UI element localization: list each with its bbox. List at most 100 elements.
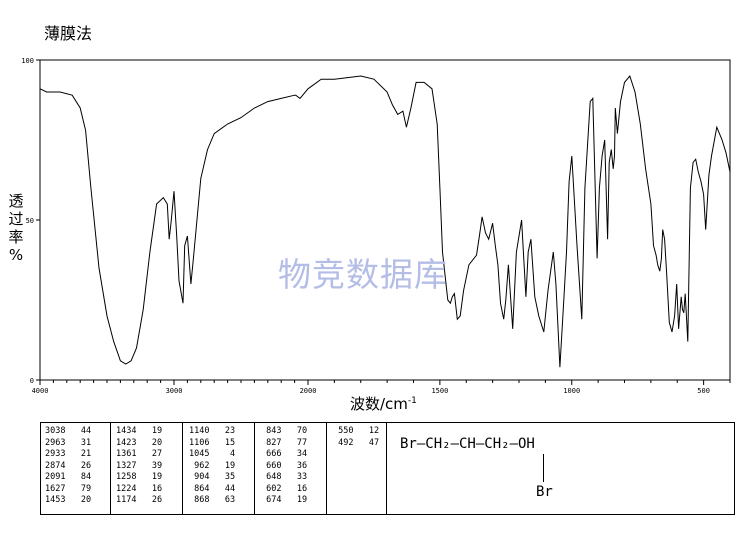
- peak-wavenumber: 1453: [45, 495, 66, 505]
- peak-wavenumber: 2933: [45, 449, 66, 459]
- plot-frame: [39, 59, 731, 381]
- x-tick-label: 2000: [300, 387, 317, 395]
- peak-wavenumber: 1627: [45, 483, 66, 494]
- peak-wavenumber: 648: [261, 472, 282, 482]
- peak-row: 550 12: [333, 426, 379, 438]
- peak-row: 1434 19: [116, 426, 162, 438]
- peak-transmittance: 31: [65, 437, 92, 448]
- peak-row: 660 36: [261, 461, 307, 473]
- peak-wavenumber: 1140: [189, 426, 210, 436]
- peak-wavenumber: 1361: [116, 449, 137, 459]
- y-axis-label-char: %: [8, 246, 24, 264]
- x-axis-label: 波数/cm-1: [350, 393, 417, 414]
- peak-transmittance: 23: [209, 426, 236, 436]
- y-tick-label: 50: [26, 217, 34, 225]
- peak-row: 1361 27: [116, 449, 162, 461]
- peak-transmittance: 77: [281, 437, 308, 448]
- peak-row: 827 77: [261, 438, 307, 450]
- peak-transmittance: 16: [136, 483, 163, 494]
- peak-wavenumber: 843: [261, 426, 282, 436]
- peak-wavenumber: 864: [189, 483, 210, 494]
- peak-transmittance: 19: [136, 472, 163, 482]
- peak-transmittance: 26: [65, 460, 92, 471]
- peak-transmittance: 15: [209, 437, 236, 448]
- y-tick-label: 0: [30, 377, 34, 385]
- peak-row: 1258 19: [116, 472, 162, 484]
- x-tick-label: 1000: [563, 387, 580, 395]
- peak-table-divider: [110, 423, 111, 514]
- peak-table-column: 550 12 492 47: [333, 426, 379, 449]
- peak-transmittance: 19: [209, 460, 236, 471]
- peak-transmittance: 44: [65, 426, 92, 436]
- peak-row: 2874 26: [45, 461, 91, 473]
- peak-transmittance: 19: [281, 495, 308, 505]
- peak-wavenumber: 1423: [116, 437, 137, 448]
- y-axis-label-char: 过: [8, 210, 24, 228]
- peak-row: 674 19: [261, 495, 307, 507]
- x-tick-label: 3000: [166, 387, 183, 395]
- peak-wavenumber: 1327: [116, 460, 137, 471]
- peak-transmittance: 26: [136, 495, 163, 505]
- peak-row: 843 70: [261, 426, 307, 438]
- peak-row: 1174 26: [116, 495, 162, 507]
- peak-wavenumber: 1434: [116, 426, 137, 436]
- peak-row: 868 63: [189, 495, 235, 507]
- peak-transmittance: 35: [209, 472, 236, 482]
- peak-wavenumber: 1174: [116, 495, 137, 505]
- peak-wavenumber: 660: [261, 460, 282, 471]
- peak-wavenumber: 2874: [45, 460, 66, 471]
- y-axis-label: 透 过 率 %: [3, 192, 29, 264]
- peak-wavenumber: 2091: [45, 472, 66, 482]
- peak-wavenumber: 1045: [189, 449, 210, 459]
- peak-wavenumber: 602: [261, 483, 282, 494]
- peak-wavenumber: 674: [261, 495, 282, 505]
- y-tick-label: 100: [21, 57, 34, 65]
- peak-table-column: 843 70 827 77 666 34 660 36 648 33 602 1…: [261, 426, 307, 507]
- peak-table-divider: [386, 423, 387, 514]
- chart-title: 薄膜法: [44, 24, 93, 43]
- peak-row: 1453 20: [45, 495, 91, 507]
- peak-table-divider: [326, 423, 327, 514]
- peak-row: 1224 16: [116, 484, 162, 496]
- peak-table-column: 3038 44 2963 31 2933 21 2874 26 2091 84 1627 …: [45, 426, 91, 507]
- peak-wavenumber: 1106: [189, 437, 210, 448]
- peak-wavenumber: 904: [189, 472, 210, 482]
- peak-wavenumber: 666: [261, 449, 282, 459]
- peak-row: 648 33: [261, 472, 307, 484]
- peak-transmittance: 44: [209, 483, 236, 494]
- peak-row: 492 47: [333, 438, 379, 450]
- peak-row: 962 19: [189, 461, 235, 473]
- spectrum-line: [39, 74, 731, 368]
- x-tick-label: 500: [697, 387, 710, 395]
- peak-row: 2963 31: [45, 438, 91, 450]
- peak-wavenumber: 1258: [116, 472, 137, 482]
- watermark: 物竞数据库: [278, 255, 448, 294]
- peak-row: 1423 20: [116, 438, 162, 450]
- ir-spectrum-chart: 4000 3000 2000 1500 1000 500 0 50 100: [21, 57, 731, 395]
- x-tick-label: 4000: [32, 387, 49, 395]
- peak-transmittance: 34: [281, 449, 308, 459]
- peak-row: 1106 15: [189, 438, 235, 450]
- peak-table: 3038 44 2963 31 2933 21 2874 26 2091 84 1627 …: [40, 422, 735, 515]
- structure-branch-atom: Br: [536, 484, 553, 500]
- peak-transmittance: 21: [65, 449, 92, 459]
- peak-row: 1045 4: [189, 449, 235, 461]
- peak-row: 904 35: [189, 472, 235, 484]
- peak-wavenumber: 550: [333, 426, 354, 436]
- peak-table-divider: [182, 423, 183, 514]
- peak-row: 3038 44: [45, 426, 91, 438]
- peak-transmittance: 36: [281, 460, 308, 471]
- x-axis-label-unit-exponent: -1: [407, 396, 417, 406]
- x-tick-label: 1500: [431, 387, 448, 395]
- peak-transmittance: 12: [353, 426, 380, 436]
- peak-transmittance: 33: [281, 472, 308, 482]
- peak-wavenumber: 3038: [45, 426, 66, 436]
- peak-wavenumber: 2963: [45, 437, 66, 448]
- peak-transmittance: 19: [136, 426, 163, 436]
- peak-transmittance: 27: [136, 449, 163, 459]
- axis-ticks: 4000 3000 2000 1500 1000 500 0 50 100: [21, 57, 731, 395]
- structure-branch-bond: [543, 454, 544, 482]
- peak-transmittance: 20: [136, 437, 163, 448]
- peak-row: 1627 79: [45, 484, 91, 496]
- peak-row: 2933 21: [45, 449, 91, 461]
